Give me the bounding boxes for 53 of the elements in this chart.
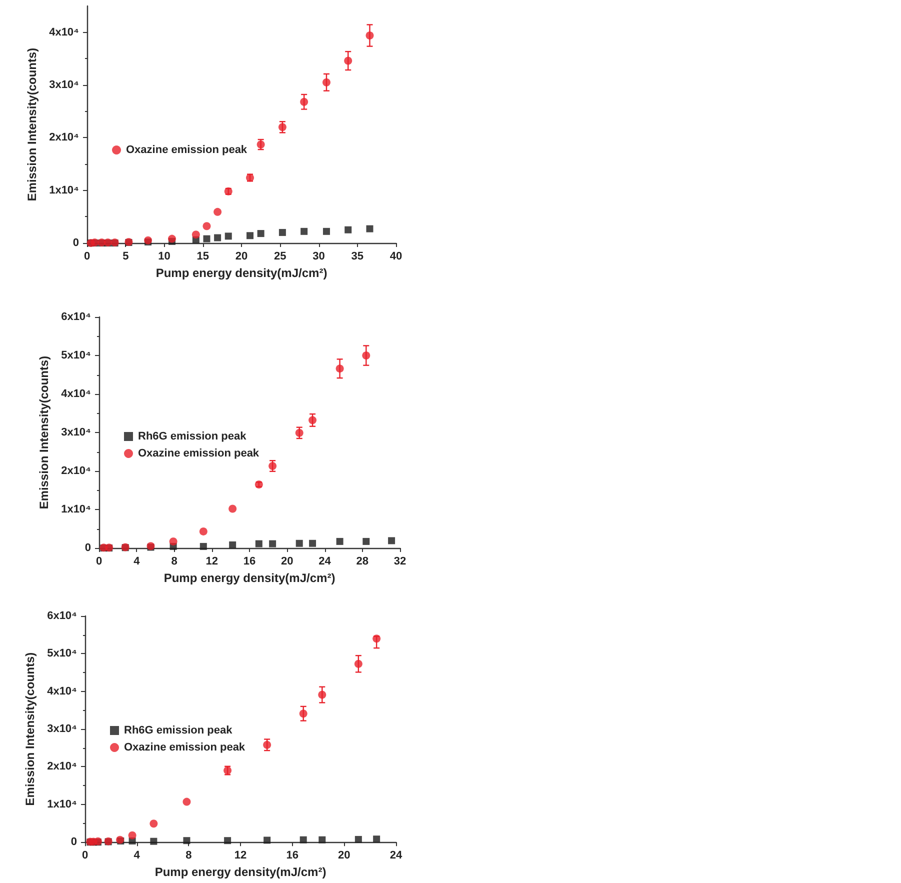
x-axis-title: Pump energy density(mJ/cm²) bbox=[154, 865, 326, 879]
x-tick-label: 20 bbox=[281, 556, 294, 568]
x-tick-label: 8 bbox=[186, 850, 192, 862]
y-tick-label: 0 bbox=[84, 542, 91, 554]
x-axis-title: Pump energy density(mJ/cm²) bbox=[156, 266, 328, 280]
y-tick-label: 2x10⁴ bbox=[47, 760, 77, 773]
y-tick-label: 4x10⁴ bbox=[61, 388, 91, 400]
y-tick-label: 6x10⁴ bbox=[61, 311, 91, 323]
x-tick-label: 16 bbox=[243, 556, 256, 568]
y-tick-label: 0 bbox=[72, 237, 79, 249]
x-tick-label: 12 bbox=[234, 850, 247, 862]
x-tick-label: 4 bbox=[134, 556, 141, 568]
y-tick-label: 1x10⁴ bbox=[49, 184, 79, 196]
y-tick-label: 5x10⁴ bbox=[47, 648, 77, 660]
legend-label: Rh6G emission peak bbox=[124, 724, 234, 736]
x-tick-label: 10 bbox=[158, 250, 170, 262]
x-tick-label: 0 bbox=[96, 556, 102, 568]
y-tick-label: 3x10⁴ bbox=[49, 79, 79, 91]
x-tick-label: 15 bbox=[196, 250, 209, 262]
y-axis-title: Emission Intensity(counts) bbox=[37, 356, 52, 510]
x-tick-label: 32 bbox=[394, 556, 406, 568]
y-tick-label: 2x10⁴ bbox=[61, 465, 91, 477]
legend-label: Oxazine emission peak bbox=[138, 448, 260, 460]
x-tick-label: 4 bbox=[134, 850, 141, 862]
y-tick-label: 6x10⁴ bbox=[47, 610, 77, 622]
x-tick-label: 35 bbox=[351, 250, 364, 262]
legend-label: Oxazine emission peak bbox=[126, 144, 248, 156]
y-axis-title: Emission Intensity(counts) bbox=[23, 652, 38, 806]
x-tick-label: 24 bbox=[318, 556, 332, 568]
x-tick-label: 12 bbox=[206, 556, 218, 568]
x-tick-label: 24 bbox=[390, 850, 403, 862]
x-tick-label: 28 bbox=[356, 556, 368, 568]
x-tick-label: 20 bbox=[338, 850, 350, 862]
x-tick-label: 8 bbox=[171, 556, 178, 568]
x-tick-label: 20 bbox=[235, 250, 248, 262]
x-axis-title: Pump energy density(mJ/cm²) bbox=[164, 570, 336, 585]
y-tick-label: 1x10⁴ bbox=[47, 798, 77, 810]
x-tick-label: 30 bbox=[312, 250, 325, 262]
y-tick-label: 3x10⁴ bbox=[61, 426, 91, 438]
x-tick-label: 5 bbox=[122, 250, 129, 262]
y-tick-label: 1x10⁴ bbox=[61, 504, 91, 516]
y-tick-label: 0 bbox=[70, 836, 77, 848]
y-tick-label: 5x10⁴ bbox=[61, 350, 91, 362]
y-tick-label: 3x10⁴ bbox=[47, 723, 77, 736]
legend-label: Oxazine emission peak bbox=[124, 742, 246, 754]
y-tick-label: 4x10⁴ bbox=[49, 26, 79, 38]
x-tick-label: 25 bbox=[274, 250, 286, 262]
y-tick-label: 2x10⁴ bbox=[49, 132, 79, 144]
x-tick-label: 16 bbox=[286, 850, 298, 862]
y-tick-label: 4x10⁴ bbox=[47, 685, 77, 698]
x-tick-label: 40 bbox=[390, 250, 402, 262]
legend-label: Rh6G emission peak bbox=[138, 430, 248, 442]
y-axis-title: Emission Intensity(counts) bbox=[25, 48, 40, 202]
